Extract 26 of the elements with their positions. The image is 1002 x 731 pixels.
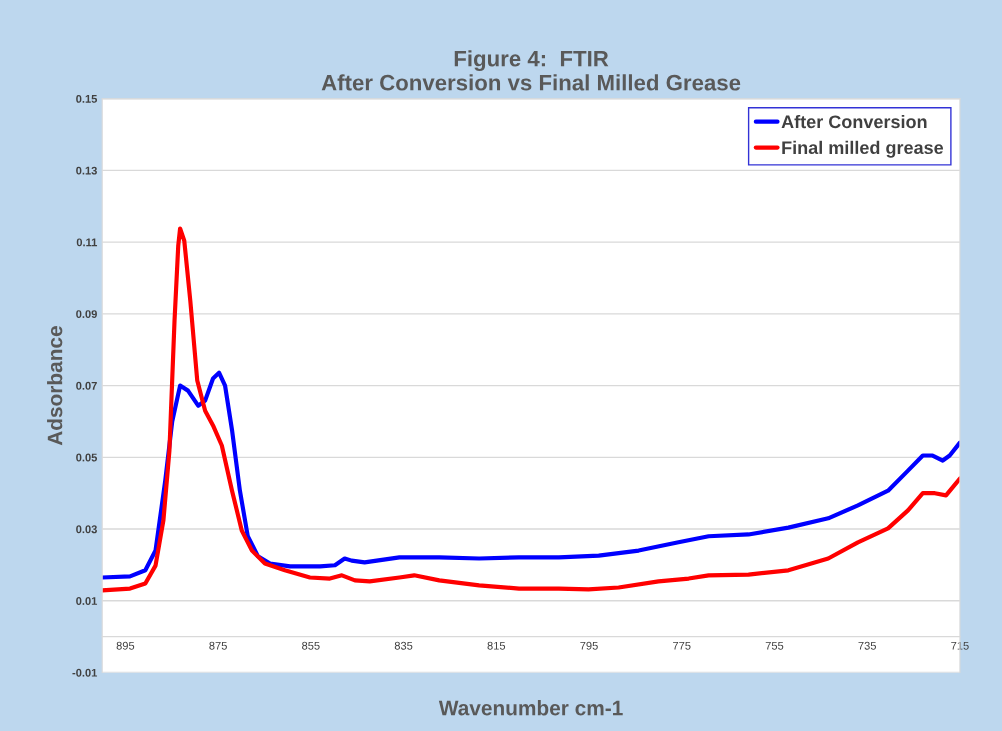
y-tick-label: 0.15 xyxy=(76,94,98,103)
line-series xyxy=(102,370,960,580)
x-axis-title: Wavenumber cm-1 xyxy=(438,700,623,716)
y-axis-title: Adsorbance xyxy=(47,326,63,446)
line-series xyxy=(102,226,960,593)
y-tick-label: 0.09 xyxy=(76,310,97,319)
y-tick-label: 0.07 xyxy=(76,381,97,390)
x-tick-label: 855 xyxy=(302,641,320,650)
y-tick-label: 0.13 xyxy=(76,166,97,175)
x-tick-label: 775 xyxy=(673,641,691,650)
x-tick-label: 795 xyxy=(580,641,598,650)
x-tick-label: 715 xyxy=(951,641,969,650)
x-tick-label: 895 xyxy=(116,641,135,650)
x-tick-label: 875 xyxy=(209,641,227,650)
x-tick-label: 735 xyxy=(858,641,876,650)
y-tick-label: 0.03 xyxy=(76,525,97,534)
y-tick-label: 0.11 xyxy=(76,238,98,247)
y-tick-label: 0.01 xyxy=(76,597,98,605)
x-tick-label: 815 xyxy=(487,641,506,650)
x-tick-label: 755 xyxy=(765,641,784,650)
legend-label: Final milled grease xyxy=(782,140,944,158)
legend-label: After Conversion xyxy=(781,114,927,129)
y-tick-label: 0.05 xyxy=(76,453,98,462)
y-tick-label: -0.01 xyxy=(72,668,98,677)
chart-title: Figure 4: FTIR After Conversion vs Final Milled Grease xyxy=(321,50,741,91)
x-tick-label: 835 xyxy=(394,641,413,650)
